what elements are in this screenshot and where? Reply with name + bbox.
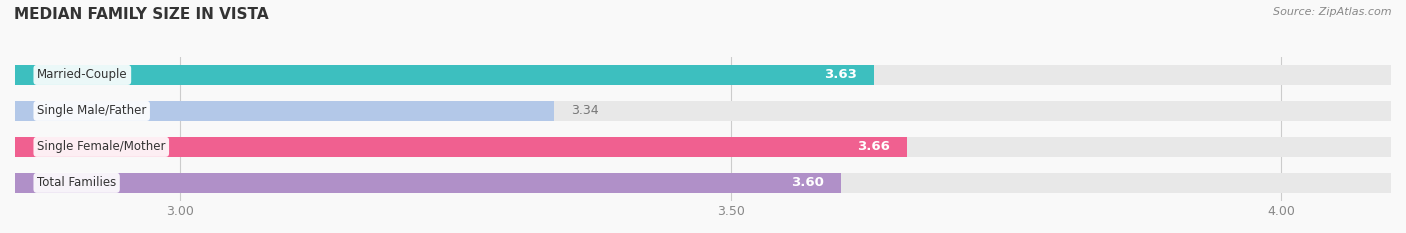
Text: 3.66: 3.66: [858, 140, 890, 153]
Bar: [15, 65, 1391, 85]
Bar: [15, 137, 907, 157]
Text: Single Female/Mother: Single Female/Mother: [37, 140, 166, 153]
Text: 3.63: 3.63: [824, 69, 858, 81]
Text: Single Male/Father: Single Male/Father: [37, 104, 146, 117]
Bar: [15, 101, 554, 121]
Text: Married-Couple: Married-Couple: [37, 69, 128, 81]
Bar: [15, 65, 873, 85]
Bar: [15, 173, 841, 193]
Bar: [15, 101, 1391, 121]
Text: 3.60: 3.60: [792, 176, 824, 189]
Text: 3.34: 3.34: [571, 104, 599, 117]
Bar: [15, 173, 1391, 193]
Text: Total Families: Total Families: [37, 176, 117, 189]
Bar: [15, 137, 1391, 157]
Text: MEDIAN FAMILY SIZE IN VISTA: MEDIAN FAMILY SIZE IN VISTA: [14, 7, 269, 22]
Text: Source: ZipAtlas.com: Source: ZipAtlas.com: [1274, 7, 1392, 17]
